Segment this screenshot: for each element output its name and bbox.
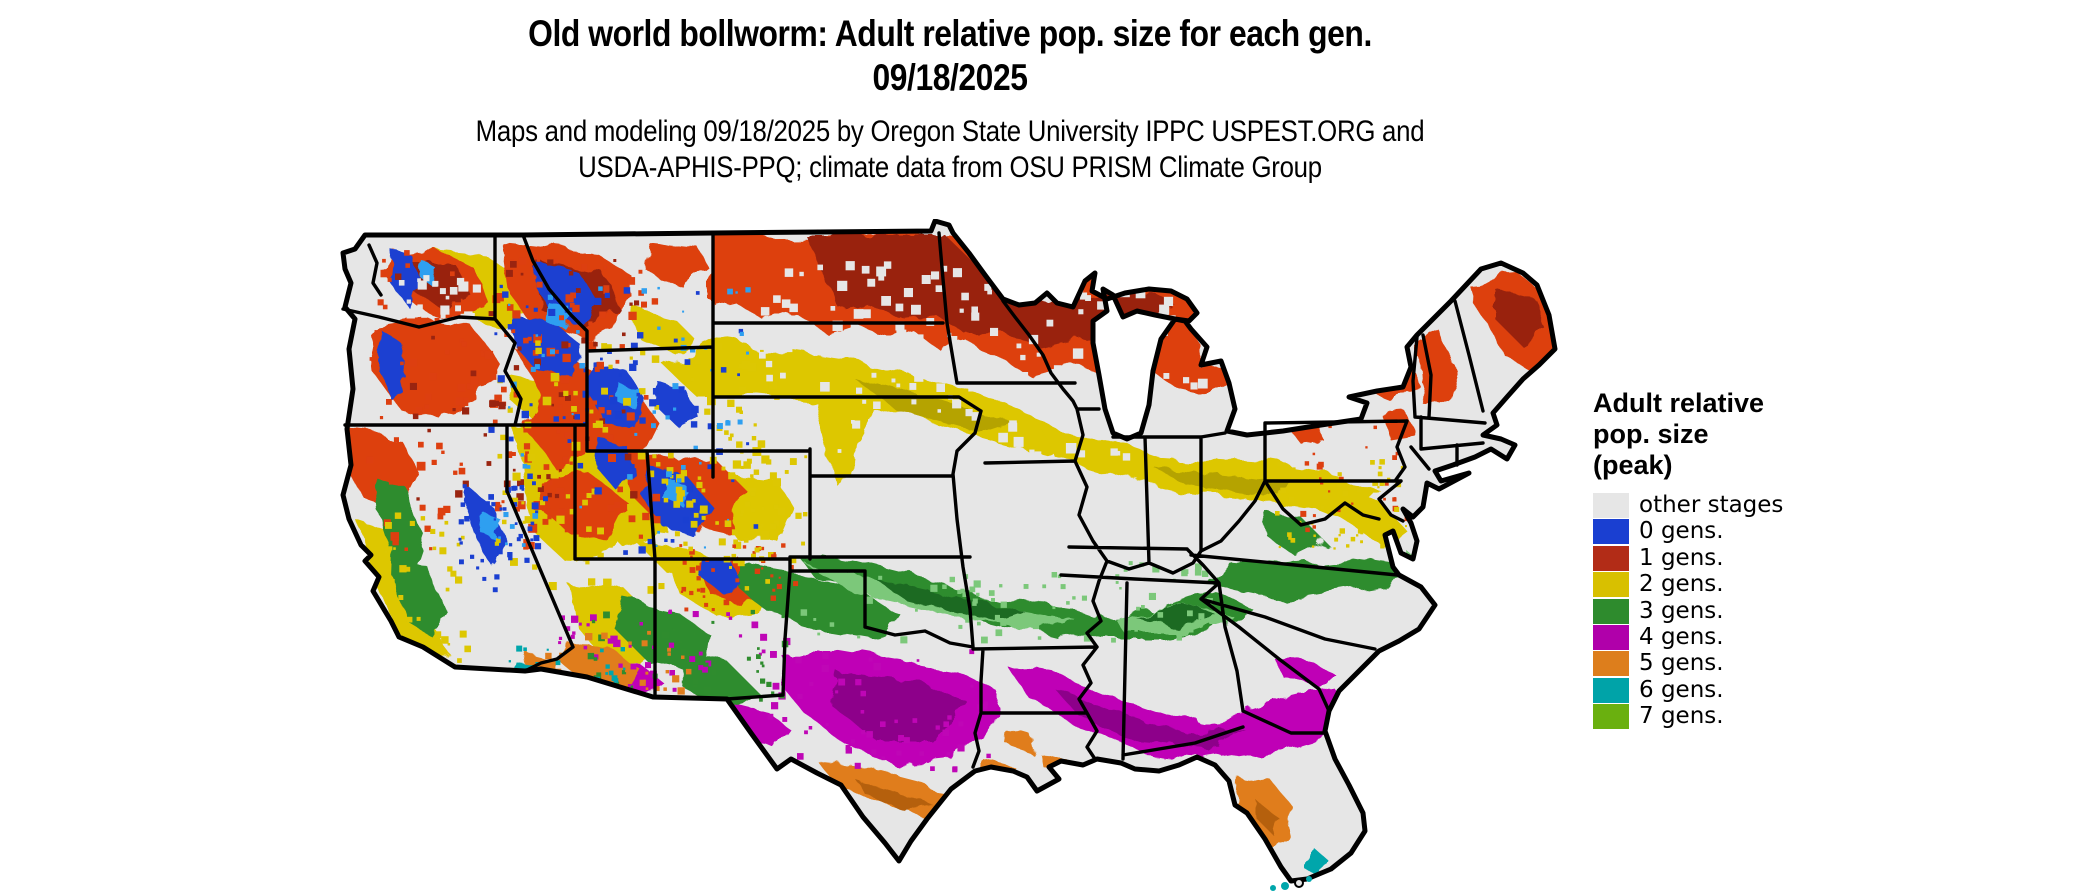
magenta-shading bbox=[832, 671, 1245, 747]
legend-swatch bbox=[1593, 677, 1629, 703]
us-map bbox=[335, 219, 1563, 891]
raster-speckles bbox=[366, 250, 1410, 773]
legend-title: Adult relative pop. size (peak) bbox=[1593, 388, 1765, 480]
subtitle: Maps and modeling 09/18/2025 by Oregon S… bbox=[421, 114, 1479, 186]
legend-item: 3 gens. bbox=[1593, 597, 1873, 624]
legend-label: 0 gens. bbox=[1639, 518, 1724, 545]
orange-shading bbox=[855, 779, 1280, 837]
legend-label: 3 gens. bbox=[1639, 597, 1724, 624]
subtitle-line2: USDA-APHIS-PPQ; climate data from OSU PR… bbox=[578, 151, 1322, 184]
legend-item: 6 gens. bbox=[1593, 676, 1873, 703]
legend-item: 5 gens. bbox=[1593, 650, 1873, 677]
legend-swatch bbox=[1593, 651, 1629, 677]
legend-item: other stages bbox=[1593, 493, 1873, 518]
legend-swatch bbox=[1593, 545, 1629, 571]
header: Old world bollworm: Adult relative pop. … bbox=[421, 12, 1479, 100]
legend-label: 6 gens. bbox=[1639, 676, 1724, 703]
subtitle-line1: Maps and modeling 09/18/2025 by Oregon S… bbox=[475, 115, 1425, 148]
legend-swatch bbox=[1593, 519, 1629, 545]
legend-label: 5 gens. bbox=[1639, 650, 1724, 677]
state-borders bbox=[341, 231, 1487, 769]
florida-keys bbox=[1270, 876, 1312, 891]
legend-item: 0 gens. bbox=[1593, 518, 1873, 545]
legend-swatch bbox=[1593, 572, 1629, 598]
legend-label: 2 gens. bbox=[1639, 571, 1724, 598]
legend-swatch bbox=[1593, 493, 1629, 518]
page-title: Old world bollworm: Adult relative pop. … bbox=[528, 13, 1372, 54]
legend-swatch bbox=[1593, 704, 1629, 730]
legend-label: 4 gens. bbox=[1639, 623, 1724, 650]
conus-choropleth-svg bbox=[335, 219, 1563, 891]
legend-swatch bbox=[1593, 598, 1629, 624]
legend-items: other stages 0 gens. 1 gens. 2 gens. 3 gens.… bbox=[1593, 493, 1873, 730]
legend-item: 1 gens. bbox=[1593, 544, 1873, 571]
legend: Adult relative pop. size (peak) other st… bbox=[1593, 388, 1873, 731]
title-date: 09/18/2025 bbox=[872, 57, 1028, 98]
legend-label: other stages bbox=[1639, 492, 1784, 518]
legend-label: 1 gens. bbox=[1639, 544, 1724, 571]
legend-item: 2 gens. bbox=[1593, 571, 1873, 598]
legend-item: 7 gens. bbox=[1593, 703, 1873, 730]
legend-label: 7 gens. bbox=[1639, 703, 1724, 730]
legend-item: 4 gens. bbox=[1593, 623, 1873, 650]
green-shading bbox=[875, 579, 1215, 627]
legend-swatch bbox=[1593, 624, 1629, 650]
